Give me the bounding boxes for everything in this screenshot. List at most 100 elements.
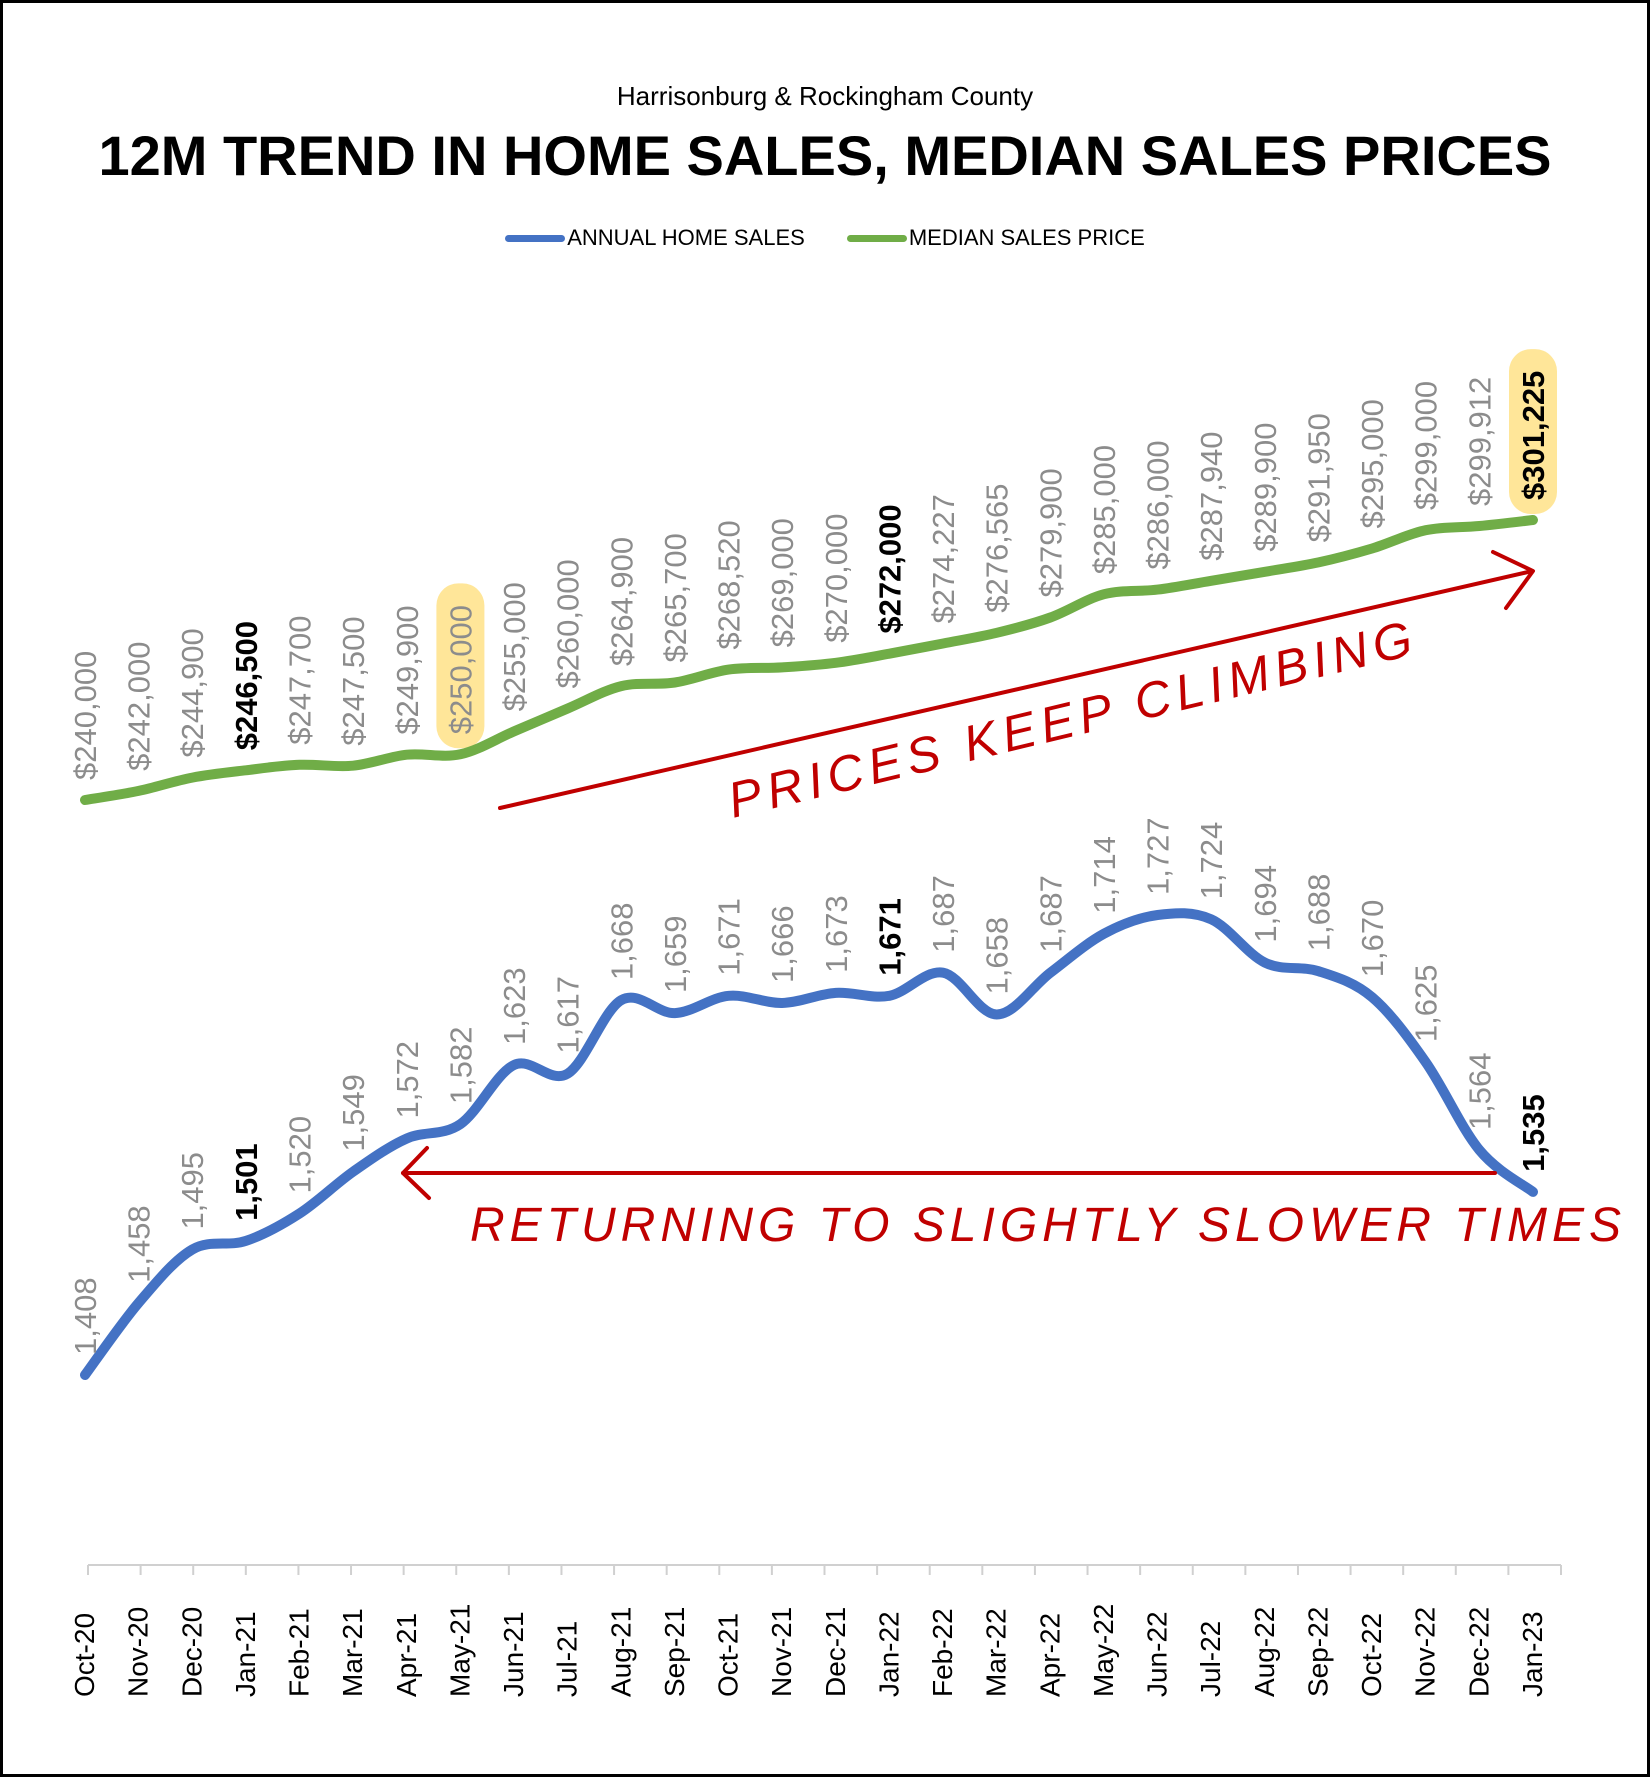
sales-data-label: 1,625 [1409, 965, 1444, 1043]
sales-data-label: 1,670 [1355, 900, 1390, 978]
x-tick-label: May-21 [444, 1604, 475, 1697]
x-tick-label: Nov-20 [123, 1607, 154, 1697]
sales-data-label: 1,582 [443, 1027, 478, 1105]
x-tick-label: Nov-21 [766, 1607, 797, 1697]
legend-label-price: MEDIAN SALES PRICE [908, 225, 1145, 250]
x-tick-label: Sep-21 [659, 1607, 690, 1697]
sales-data-label: 1,668 [604, 903, 639, 981]
legend-item-price: MEDIAN SALES PRICE [846, 225, 1145, 251]
sales-data-label: 1,666 [765, 905, 800, 983]
legend-swatch-price [846, 234, 907, 242]
sales-data-label: 1,724 [1194, 822, 1229, 900]
sales-data-label: 1,520 [283, 1116, 318, 1194]
price-data-label: $268,520 [712, 520, 747, 649]
sales-data-label: 1,623 [497, 967, 532, 1045]
chart-subtitle: Harrisonburg & Rockingham County [616, 81, 1034, 111]
x-tick-label: Oct-20 [69, 1613, 100, 1697]
x-tick-label: Dec-21 [820, 1607, 851, 1697]
legend-label-sales: ANNUAL HOME SALES [567, 225, 805, 250]
sales-data-label: 1,658 [980, 917, 1015, 995]
sales-data-label: 1,564 [1462, 1052, 1497, 1130]
price-label-highlight [436, 583, 485, 749]
price-data-label: $272,000 [872, 504, 907, 633]
sales-data-label: 1,687 [926, 875, 961, 953]
x-tick-label: Jan-21 [230, 1611, 261, 1697]
price-data-label: $270,000 [819, 513, 854, 642]
price-data-label: $295,000 [1355, 399, 1390, 528]
sales-series-line [80, 908, 1538, 1380]
x-tick-label: Dec-20 [176, 1607, 207, 1697]
price-trend-arrowhead [1491, 550, 1535, 610]
price-data-label: $242,000 [122, 642, 157, 771]
x-tick-label: Jul-21 [552, 1621, 583, 1697]
x-tick-label: Jan-22 [873, 1611, 904, 1697]
x-tick-label: Nov-22 [1410, 1607, 1441, 1697]
x-tick-label: Mar-22 [981, 1608, 1012, 1697]
price-data-label: $276,565 [980, 483, 1015, 612]
sales-data-label: 1,535 [1516, 1094, 1551, 1172]
x-tick-label: Sep-22 [1302, 1607, 1333, 1697]
price-data-label: $247,700 [283, 615, 318, 744]
sales-data-label: 1,572 [390, 1041, 425, 1119]
price-data-label: $279,900 [1033, 468, 1068, 597]
price-data-label: $289,900 [1248, 422, 1283, 551]
x-tick-label: Jul-22 [1195, 1621, 1226, 1697]
sales-data-label: 1,458 [122, 1205, 157, 1283]
sales-annotation: RETURNING TO SLIGHTLY SLOWER TIMES [470, 1199, 1626, 1252]
sales-data-label: 1,671 [872, 898, 907, 976]
price-trend-arrow [498, 570, 1530, 810]
x-tick-label: Aug-21 [605, 1607, 636, 1697]
price-series-line [80, 515, 1538, 805]
x-tick-label: Oct-22 [1356, 1613, 1387, 1697]
sales-data-label: 1,501 [229, 1143, 264, 1221]
sales-data-label: 1,495 [175, 1152, 210, 1230]
price-data-label: $299,000 [1409, 381, 1444, 510]
x-tick-label: Feb-21 [284, 1608, 315, 1697]
x-tick-label: Jan-23 [1517, 1611, 1548, 1697]
sales-data-label: 1,408 [68, 1277, 103, 1355]
x-tick-label: Apr-21 [391, 1613, 422, 1697]
price-data-label: $269,000 [765, 518, 800, 647]
sales-data-label: 1,688 [1301, 874, 1336, 952]
price-data-label: $286,000 [1141, 440, 1176, 569]
legend-swatch-sales [505, 234, 566, 242]
sales-data-label: 1,671 [712, 898, 747, 976]
sales-data-label: 1,694 [1248, 865, 1283, 943]
price-data-label: $240,000 [68, 651, 103, 780]
price-data-label: $244,900 [175, 628, 210, 757]
sales-data-label: 1,549 [336, 1074, 371, 1152]
x-tick-label: Feb-22 [927, 1608, 958, 1697]
sales-data-label: 1,727 [1141, 817, 1176, 895]
price-data-label: $291,950 [1301, 413, 1336, 542]
price-data-label: $287,940 [1194, 431, 1229, 560]
x-tick-label: Oct-21 [713, 1613, 744, 1697]
sales-data-label: 1,714 [1087, 836, 1122, 914]
chart-plot: Oct-20 Nov-20 Dec-20 Jan-21 Feb-21 Mar-21 Apr-… [68, 349, 1626, 1697]
x-tick-label: Mar-21 [337, 1608, 368, 1697]
x-tick-label: Apr-22 [1034, 1613, 1065, 1697]
sales-data-label: 1,659 [658, 915, 693, 993]
sales-data-label: 1,673 [819, 895, 854, 973]
x-tick-label: Jun-21 [498, 1611, 529, 1697]
price-data-label: $246,500 [229, 621, 264, 750]
price-data-label: $247,500 [336, 616, 371, 745]
chart-legend: ANNUAL HOME SALES MEDIAN SALES PRICE [3, 225, 1647, 251]
price-data-label: $285,000 [1087, 445, 1122, 574]
sales-trend-arrowhead [401, 1146, 431, 1200]
price-data-label: $301,225 [1516, 371, 1551, 500]
price-data-label: $264,900 [604, 537, 639, 666]
price-data-label: $274,227 [926, 494, 961, 623]
x-tick-label: Aug-22 [1249, 1607, 1280, 1697]
sales-data-label: 1,687 [1033, 875, 1068, 953]
price-data-label: $260,000 [551, 559, 586, 688]
price-data-label: $250,000 [443, 605, 478, 734]
sales-data-label: 1,617 [551, 976, 586, 1054]
chart-title: 12M TREND IN HOME SALES, MEDIAN SALES PR… [98, 124, 1552, 187]
price-data-label: $299,912 [1462, 377, 1497, 506]
x-tick-label: Jun-22 [1142, 1611, 1173, 1697]
price-data-label: $265,700 [658, 533, 693, 662]
price-data-label: $249,900 [390, 605, 425, 734]
legend-item-sales: ANNUAL HOME SALES [505, 225, 805, 251]
x-tick-label: May-22 [1088, 1604, 1119, 1697]
